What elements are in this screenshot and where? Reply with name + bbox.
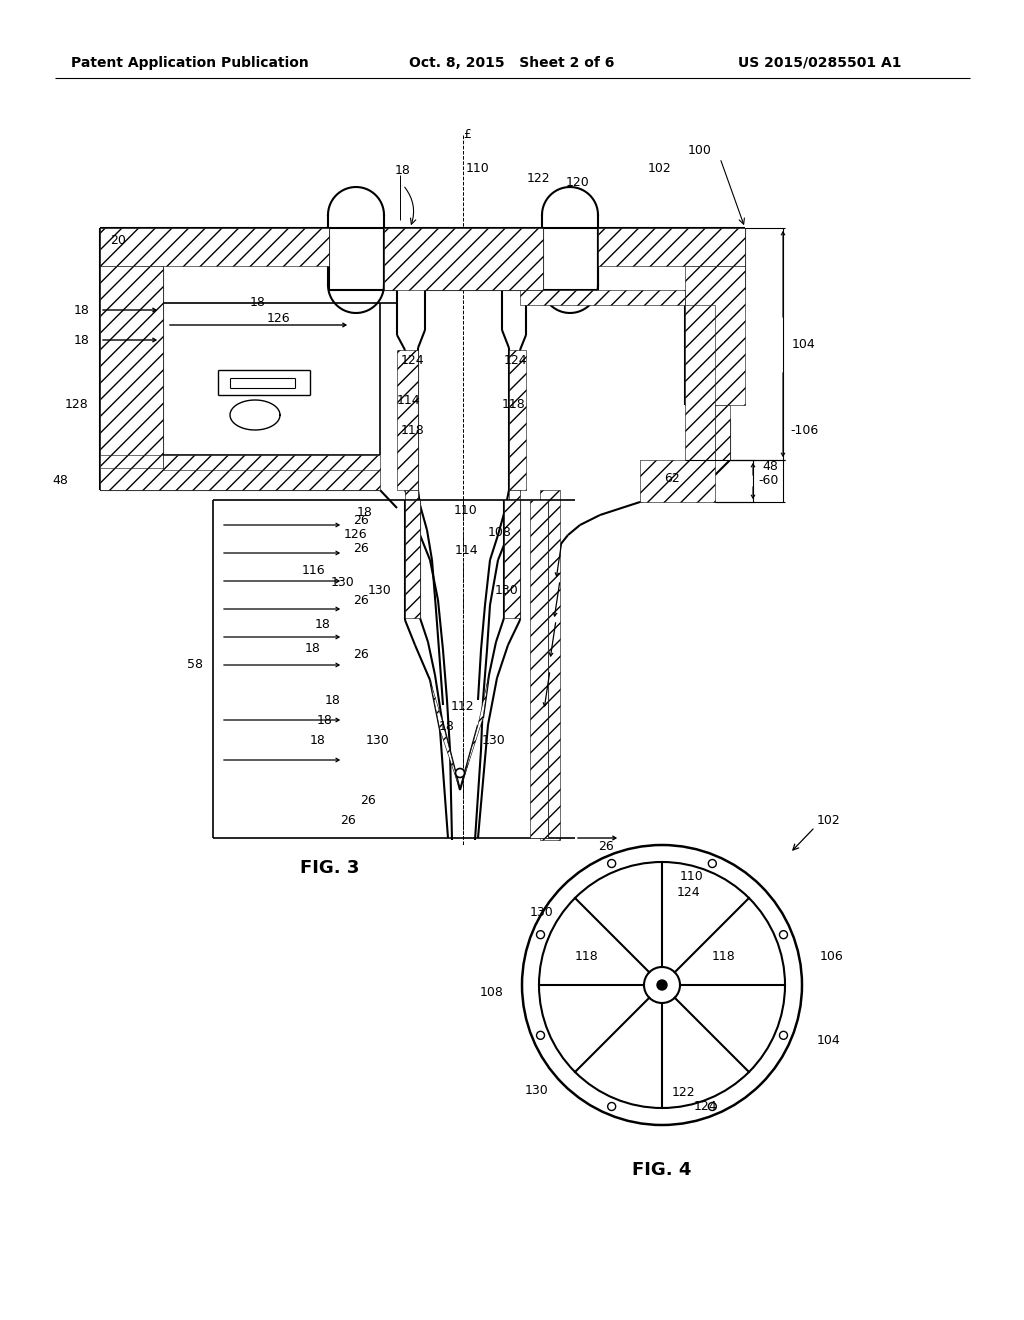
- Text: 124: 124: [677, 886, 700, 899]
- Text: 126: 126: [343, 528, 367, 541]
- Text: 18: 18: [310, 734, 326, 747]
- Polygon shape: [530, 500, 548, 838]
- Polygon shape: [406, 490, 418, 570]
- Text: 118: 118: [712, 950, 736, 964]
- Polygon shape: [504, 500, 520, 618]
- Text: 114: 114: [396, 393, 420, 407]
- Polygon shape: [406, 500, 420, 618]
- Text: 130: 130: [496, 583, 519, 597]
- Text: 130: 130: [331, 576, 355, 589]
- Text: 48: 48: [52, 474, 68, 487]
- Polygon shape: [598, 228, 745, 267]
- Text: Patent Application Publication: Patent Application Publication: [71, 55, 309, 70]
- Text: Oct. 8, 2015   Sheet 2 of 6: Oct. 8, 2015 Sheet 2 of 6: [410, 55, 614, 70]
- Polygon shape: [100, 455, 163, 470]
- Text: 130: 130: [367, 734, 390, 747]
- Polygon shape: [640, 459, 715, 502]
- Polygon shape: [430, 675, 489, 789]
- Text: 18: 18: [317, 714, 333, 726]
- Text: FIG. 3: FIG. 3: [300, 859, 359, 876]
- Text: 18: 18: [74, 334, 90, 346]
- Text: 58: 58: [187, 659, 203, 672]
- Text: FIG. 4: FIG. 4: [632, 1162, 691, 1179]
- Polygon shape: [520, 290, 685, 305]
- Text: 126: 126: [266, 312, 290, 325]
- Text: 100: 100: [688, 144, 712, 157]
- Text: 120: 120: [566, 177, 590, 190]
- Text: 18: 18: [74, 304, 90, 317]
- Text: US 2015/0285501 A1: US 2015/0285501 A1: [738, 55, 902, 70]
- Text: 110: 110: [454, 503, 478, 516]
- Text: 26: 26: [353, 513, 369, 527]
- Text: 122: 122: [526, 172, 550, 185]
- Text: 26: 26: [360, 793, 376, 807]
- Polygon shape: [163, 455, 380, 470]
- Text: 124: 124: [400, 354, 424, 367]
- Text: 18: 18: [325, 693, 341, 706]
- Text: 110: 110: [680, 870, 703, 883]
- Polygon shape: [509, 350, 526, 490]
- Text: 112: 112: [451, 700, 474, 713]
- Text: 18: 18: [395, 164, 411, 177]
- Polygon shape: [540, 490, 560, 840]
- Polygon shape: [685, 267, 745, 405]
- Text: 130: 130: [530, 907, 554, 920]
- Text: 106: 106: [820, 950, 844, 964]
- Text: 124: 124: [694, 1101, 718, 1114]
- Text: 102: 102: [817, 813, 841, 826]
- Text: 18: 18: [315, 618, 331, 631]
- Text: -106: -106: [790, 424, 818, 437]
- Text: 118: 118: [401, 424, 425, 437]
- Text: 104: 104: [817, 1034, 841, 1047]
- Text: 104: 104: [792, 338, 816, 351]
- Text: 118: 118: [502, 399, 526, 412]
- Text: 26: 26: [353, 594, 369, 606]
- Text: 26: 26: [340, 813, 356, 826]
- Polygon shape: [715, 405, 730, 459]
- Text: 18: 18: [357, 507, 373, 520]
- Text: 122: 122: [672, 1085, 695, 1098]
- Text: 130: 130: [482, 734, 506, 747]
- Text: 48: 48: [762, 461, 778, 474]
- Text: 108: 108: [488, 525, 512, 539]
- Text: 18: 18: [250, 297, 266, 309]
- Polygon shape: [509, 490, 520, 570]
- Polygon shape: [384, 228, 543, 290]
- Text: -60: -60: [758, 474, 778, 487]
- Text: 110: 110: [466, 161, 489, 174]
- Text: 102: 102: [648, 161, 672, 174]
- Text: 20: 20: [110, 234, 126, 247]
- Text: 114: 114: [455, 544, 478, 557]
- Polygon shape: [100, 267, 163, 470]
- Text: 130: 130: [368, 583, 392, 597]
- Text: 118: 118: [575, 950, 599, 964]
- Polygon shape: [100, 228, 329, 267]
- Text: 116: 116: [301, 564, 325, 577]
- Text: 108: 108: [480, 986, 504, 999]
- Circle shape: [456, 768, 465, 777]
- Circle shape: [657, 979, 667, 990]
- Text: 128: 128: [65, 399, 88, 412]
- Text: 26: 26: [598, 840, 613, 853]
- Text: £: £: [463, 128, 471, 141]
- Text: 62: 62: [665, 471, 680, 484]
- Text: 130: 130: [525, 1084, 549, 1097]
- Text: 26: 26: [353, 541, 369, 554]
- Polygon shape: [100, 469, 380, 490]
- Text: 26: 26: [353, 648, 369, 661]
- Text: 18: 18: [305, 642, 321, 655]
- Text: 124: 124: [503, 354, 526, 367]
- Polygon shape: [685, 305, 715, 459]
- Polygon shape: [397, 350, 418, 490]
- Text: 18: 18: [439, 719, 455, 733]
